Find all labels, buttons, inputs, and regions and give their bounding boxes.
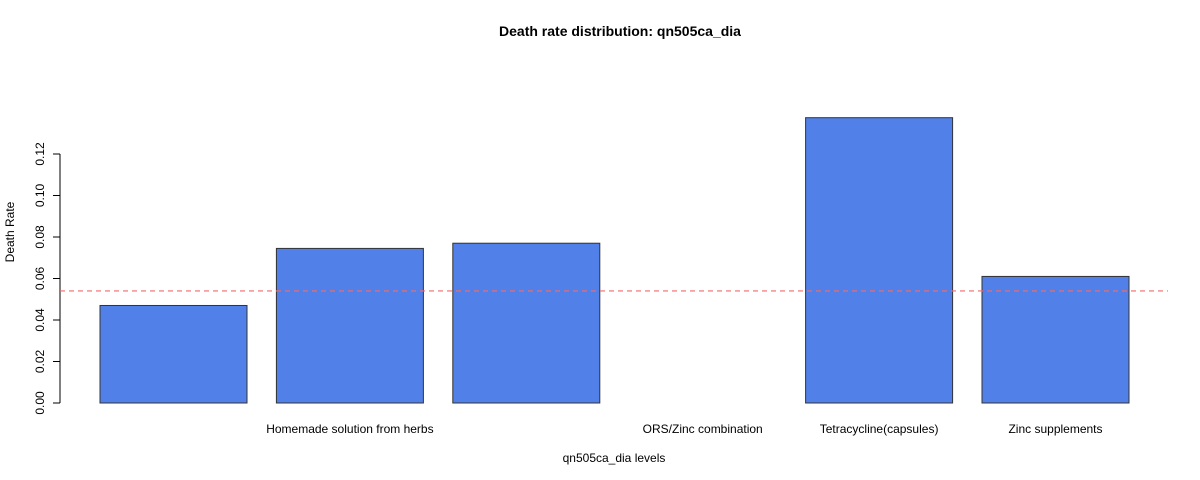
y-tick-label: 0.00 [33, 391, 47, 415]
x-axis-title: qn505ca_dia levels [563, 451, 666, 465]
bar [805, 117, 954, 404]
y-tick-label: 0.06 [33, 266, 47, 290]
y-tick-label: 0.12 [33, 142, 47, 166]
x-tick-label: ORS/Zinc combination [643, 422, 763, 436]
x-tick-label: Zinc supplements [1008, 422, 1102, 436]
x-tick-label: Tetracycline(capsules) [820, 422, 939, 436]
y-tick-label: 0.02 [33, 349, 47, 373]
x-tick-label: Homemade solution from herbs [266, 422, 433, 436]
bar [452, 242, 601, 404]
y-tick-label: 0.08 [33, 225, 47, 249]
bars [99, 117, 1130, 404]
bar [981, 275, 1130, 404]
bar [275, 247, 424, 404]
y-axis: 0.00 0.02 0.04 0.06 0.08 0.10 0.12 [33, 142, 61, 415]
x-tick-labels: Homemade solution from herbs ORS/Zinc com… [266, 422, 1102, 436]
y-tick-label: 0.10 [33, 183, 47, 207]
bar [99, 304, 248, 404]
y-tick-label: 0.04 [33, 308, 47, 332]
chart-title: Death rate distribution: qn505ca_dia [499, 23, 741, 39]
y-axis-title: Death Rate [3, 201, 17, 262]
